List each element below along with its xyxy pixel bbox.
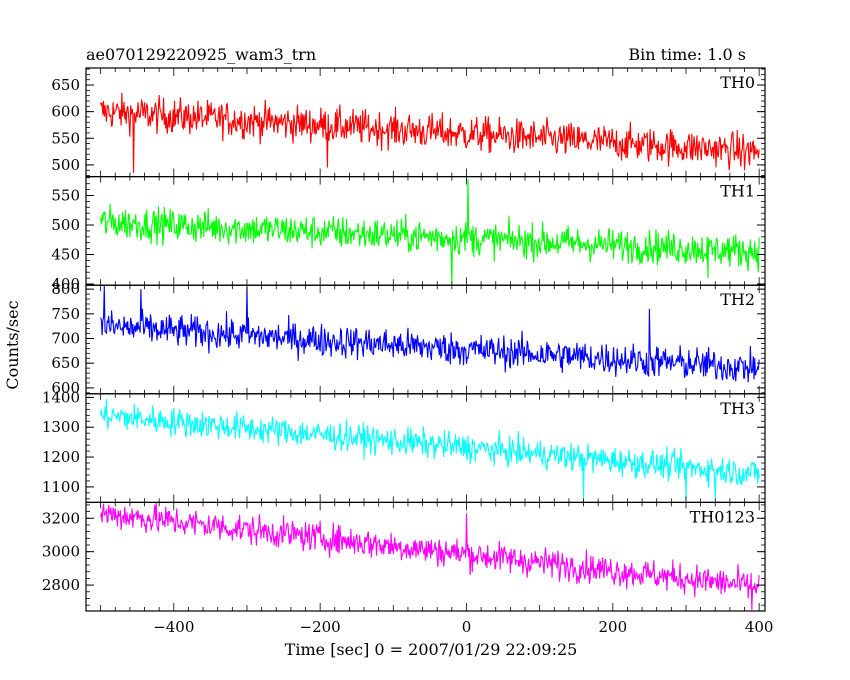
chart-title: ae070129220925_wam3_trn xyxy=(86,45,316,64)
x-tick-label: −400 xyxy=(153,618,194,636)
y-tick-label: 1100 xyxy=(42,478,80,496)
y-tick-label: 1400 xyxy=(42,388,80,406)
panel-label: TH1 xyxy=(720,182,755,201)
y-tick-label: 700 xyxy=(51,330,80,348)
series-line-th2 xyxy=(100,285,760,383)
bin-time-label: Bin time: 1.0 s xyxy=(628,45,746,64)
y-tick-label: 750 xyxy=(51,305,80,323)
y-tick-label: 650 xyxy=(51,354,80,372)
panel-frame xyxy=(85,284,766,395)
y-tick-label: 550 xyxy=(51,129,80,147)
panel-th2: 600 650 700 750 800 TH2 xyxy=(51,280,766,397)
y-tick-label: 600 xyxy=(51,103,80,121)
panel-label: TH0 xyxy=(720,73,755,92)
series-line-th0 xyxy=(100,92,760,173)
x-tick-label: 400 xyxy=(745,618,774,636)
series-line-th0123 xyxy=(100,502,760,611)
y-tick-label: 500 xyxy=(51,156,80,174)
y-tick-label: 3200 xyxy=(42,509,80,527)
y-tick-label: 500 xyxy=(51,216,80,234)
panels-group: 500 550 600 650 TH0 400 450 500 550 TH1 600 650 700 7… xyxy=(42,67,766,612)
y-tick-label: 1300 xyxy=(42,418,80,436)
y-tick-label: 800 xyxy=(51,280,80,298)
panel-frame xyxy=(85,501,766,612)
y-tick-label: 2800 xyxy=(42,576,80,594)
x-tick-label: 200 xyxy=(598,618,627,636)
x-tick-label: −200 xyxy=(300,618,341,636)
series-line-th3 xyxy=(100,399,760,501)
panel-label: TH0123 xyxy=(690,507,755,526)
y-tick-label: 600 xyxy=(51,379,80,397)
x-tick-label: 0 xyxy=(462,618,472,636)
y-tick-label: 450 xyxy=(51,246,80,264)
panel-th0123: 2800 3000 3200 TH0123 xyxy=(42,501,766,612)
y-tick-label: 400 xyxy=(51,275,80,293)
y-tick-label: 3000 xyxy=(42,543,80,561)
panel-th3: 1100 1200 1300 1400 TH3 xyxy=(42,388,766,503)
panel-label: TH2 xyxy=(720,290,755,309)
y-axis-label: Counts/sec xyxy=(3,300,22,389)
panel-frame xyxy=(85,67,766,178)
x-axis: −400 −200 0 200 400 xyxy=(153,618,773,636)
y-tick-label: 650 xyxy=(51,76,80,94)
x-axis-label: Time [sec] 0 = 2007/01/29 22:09:25 xyxy=(285,640,578,659)
panel-label: TH3 xyxy=(720,399,755,418)
y-tick-label: 550 xyxy=(51,186,80,204)
series-line-th1 xyxy=(100,178,760,285)
panel-th1: 400 450 500 550 TH1 xyxy=(51,176,766,293)
panel-th0: 500 550 600 650 TH0 xyxy=(51,67,766,178)
y-tick-label: 1200 xyxy=(42,448,80,466)
